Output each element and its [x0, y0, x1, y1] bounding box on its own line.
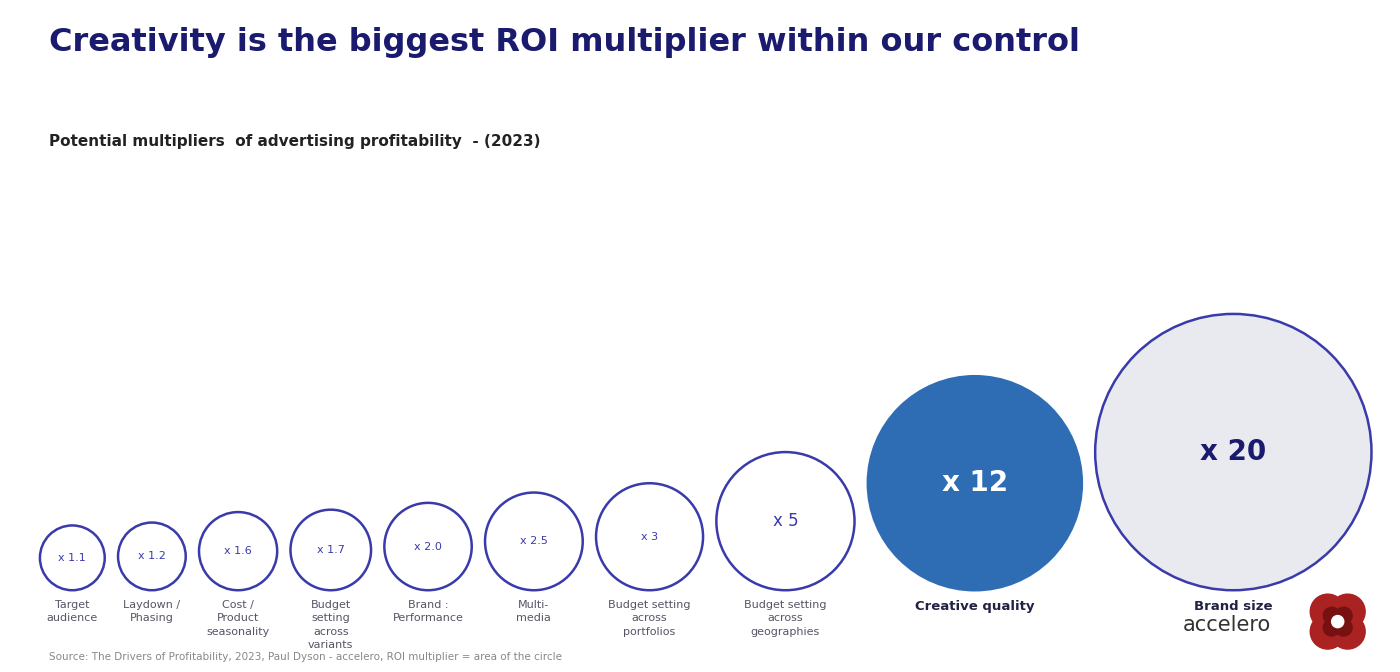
Text: Cost /
Product
seasonality: Cost / Product seasonality [206, 600, 270, 636]
Text: Potential multipliers  of advertising profitability  - (2023): Potential multipliers of advertising pro… [49, 134, 540, 149]
Circle shape [1330, 594, 1365, 629]
Text: Budget setting
across
portfolios: Budget setting across portfolios [608, 600, 690, 636]
Circle shape [41, 526, 105, 590]
Text: Brand :
Performance: Brand : Performance [392, 600, 463, 624]
Circle shape [1310, 614, 1345, 649]
Circle shape [484, 493, 582, 590]
Text: Budget
setting
across
variants: Budget setting across variants [308, 600, 353, 650]
Circle shape [1330, 614, 1365, 649]
Circle shape [290, 509, 371, 590]
Circle shape [1323, 607, 1340, 624]
Text: x 1.2: x 1.2 [139, 552, 165, 561]
Text: x 12: x 12 [942, 469, 1008, 497]
Text: x 3: x 3 [641, 532, 658, 542]
Text: x 1.1: x 1.1 [59, 553, 87, 563]
Circle shape [385, 503, 472, 590]
Text: Multi-
media: Multi- media [517, 600, 552, 624]
Text: Source: The Drivers of Profitability, 2023, Paul Dyson - accelero, ROI multiplie: Source: The Drivers of Profitability, 20… [49, 652, 561, 662]
Circle shape [596, 483, 703, 590]
Text: Target
audience: Target audience [46, 600, 98, 624]
Circle shape [1095, 314, 1372, 590]
Text: accelero: accelero [1183, 615, 1271, 635]
Circle shape [868, 376, 1082, 590]
Text: x 2.5: x 2.5 [519, 536, 547, 546]
Text: x 2.0: x 2.0 [414, 542, 442, 552]
Text: x 5: x 5 [773, 512, 798, 530]
Circle shape [1336, 619, 1352, 636]
Text: x 1.6: x 1.6 [224, 546, 252, 556]
Circle shape [1331, 616, 1344, 628]
Circle shape [1323, 619, 1340, 636]
Circle shape [118, 523, 186, 590]
Circle shape [1310, 594, 1345, 629]
Text: Laydown /
Phasing: Laydown / Phasing [123, 600, 181, 624]
Text: x 20: x 20 [1200, 438, 1267, 466]
Circle shape [199, 512, 277, 590]
Circle shape [1336, 607, 1352, 624]
Text: x 1.7: x 1.7 [316, 545, 344, 555]
Text: Creativity is the biggest ROI multiplier within our control: Creativity is the biggest ROI multiplier… [49, 27, 1079, 58]
Text: Budget setting
across
geographies: Budget setting across geographies [745, 600, 826, 636]
Circle shape [717, 452, 854, 590]
Text: Brand size: Brand size [1194, 600, 1273, 614]
Text: Creative quality: Creative quality [916, 600, 1035, 614]
